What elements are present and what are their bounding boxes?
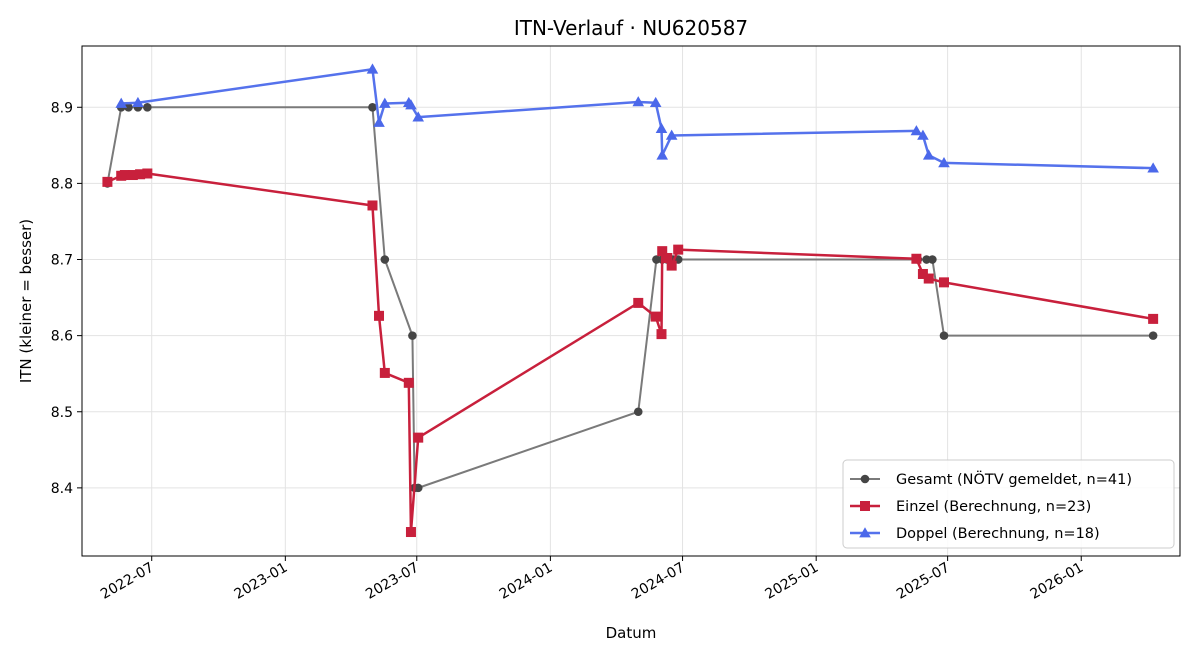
data-point — [1147, 162, 1159, 173]
data-point — [127, 170, 138, 181]
data-point — [655, 122, 668, 133]
series-einzel — [102, 168, 1159, 538]
data-point — [632, 96, 645, 107]
data-point — [938, 277, 949, 288]
data-point — [633, 297, 644, 308]
data-point — [405, 527, 416, 538]
data-point — [657, 246, 668, 257]
legend-item-einzel: Einzel (Berechnung, n=23) — [850, 499, 1091, 515]
data-point — [650, 311, 661, 322]
data-point — [132, 96, 144, 108]
y-tick-label: 8.8 — [51, 176, 73, 192]
data-point — [366, 63, 379, 74]
data-point — [939, 331, 949, 340]
data-point — [917, 129, 929, 140]
data-point — [656, 329, 667, 340]
data-point — [917, 268, 928, 279]
data-point — [368, 102, 377, 112]
data-point — [673, 244, 684, 255]
data-point — [928, 255, 937, 264]
legend-label: Gesamt (NÖTV gemeldet, n=41) — [896, 470, 1132, 488]
data-point — [405, 99, 417, 110]
data-point — [633, 407, 643, 417]
y-tick-label: 8.6 — [51, 329, 73, 345]
data-point — [1148, 331, 1158, 340]
x-axis-label: Datum — [606, 624, 657, 642]
data-point — [373, 116, 385, 127]
plot-series — [102, 63, 1159, 538]
legend-box — [842, 459, 1175, 549]
data-point — [665, 129, 678, 140]
series-doppel — [115, 63, 1159, 173]
legend-label: Doppel (Berechnung, n=18) — [896, 526, 1100, 542]
data-point — [910, 125, 923, 136]
data-point — [115, 97, 128, 108]
data-point — [408, 331, 417, 340]
data-point — [380, 255, 390, 264]
legend-item-gesamt: Gesamt (NÖTV gemeldet, n=41) — [850, 470, 1132, 488]
data-point — [662, 252, 673, 263]
legend-marker — [860, 474, 870, 484]
data-point — [412, 111, 425, 122]
data-point — [938, 157, 950, 168]
data-point — [135, 169, 146, 180]
data-point — [102, 176, 113, 187]
data-point — [413, 432, 424, 443]
legend: Gesamt (NÖTV gemeldet, n=41) Einzel (Bere… — [842, 459, 1175, 549]
data-point — [124, 102, 133, 112]
y-axis-label: ITN (kleiner = besser) — [17, 219, 35, 383]
y-tick-label: 8.4 — [51, 481, 73, 497]
data-point — [374, 310, 385, 321]
plot-frame — [81, 45, 1181, 557]
data-point — [142, 168, 153, 179]
legend-marker — [859, 527, 871, 538]
y-tick-label: 8.9 — [51, 100, 73, 116]
data-point — [119, 170, 130, 181]
data-point — [922, 149, 935, 160]
legend-item-doppel: Doppel (Berechnung, n=18) — [850, 526, 1100, 542]
data-point — [413, 483, 423, 493]
data-point — [656, 149, 669, 160]
data-point — [649, 96, 662, 108]
legend-marker — [860, 501, 870, 511]
data-point — [143, 102, 152, 112]
data-point — [367, 200, 378, 211]
data-point — [923, 273, 934, 284]
legend-label: Einzel (Berechnung, n=23) — [896, 499, 1091, 515]
data-point — [911, 253, 922, 264]
data-point — [666, 260, 677, 271]
data-point — [379, 97, 391, 108]
data-point — [1148, 313, 1159, 324]
y-tick-label: 8.7 — [51, 253, 73, 269]
chart-title: ITN-Verlauf · NU620587 — [514, 16, 748, 40]
data-point — [379, 367, 390, 378]
data-point — [403, 377, 414, 388]
y-tick-label: 8.5 — [51, 405, 73, 421]
